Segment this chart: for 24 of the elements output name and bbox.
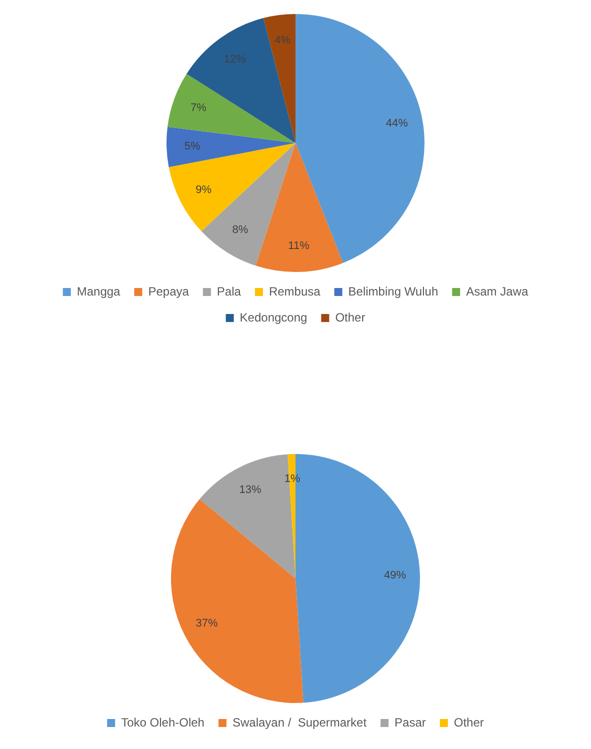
legend-label: Toko Oleh-Oleh <box>121 715 204 730</box>
data-label: 13% <box>239 484 262 496</box>
data-label: 11% <box>288 240 310 252</box>
legend-label: Mangga <box>76 284 121 298</box>
legend-label: Kedongcong <box>240 310 308 324</box>
legend-label: Pasar <box>394 715 426 730</box>
data-label: 49% <box>384 569 406 582</box>
legend-label: Asam Jawa <box>466 284 528 298</box>
data-label: 12% <box>224 54 246 66</box>
legend-label: Swalayan / Supermarket <box>232 715 368 730</box>
data-label: 1% <box>284 472 301 485</box>
data-label: 9% <box>196 184 212 196</box>
data-label: 44% <box>386 118 408 130</box>
legend-label: Other <box>454 715 484 730</box>
legend-label: Pepaya <box>148 284 190 298</box>
data-label: 7% <box>190 102 207 114</box>
legend-label: Other <box>335 310 366 324</box>
data-label: 4% <box>274 34 291 47</box>
legend-label: Rembusa <box>268 284 321 298</box>
legend-label: Pala <box>216 284 242 298</box>
data-label: 5% <box>184 140 201 152</box>
data-label: 8% <box>232 224 248 236</box>
data-label: 37% <box>196 618 218 630</box>
legend-label: Belimbing Wuluh <box>348 284 438 298</box>
